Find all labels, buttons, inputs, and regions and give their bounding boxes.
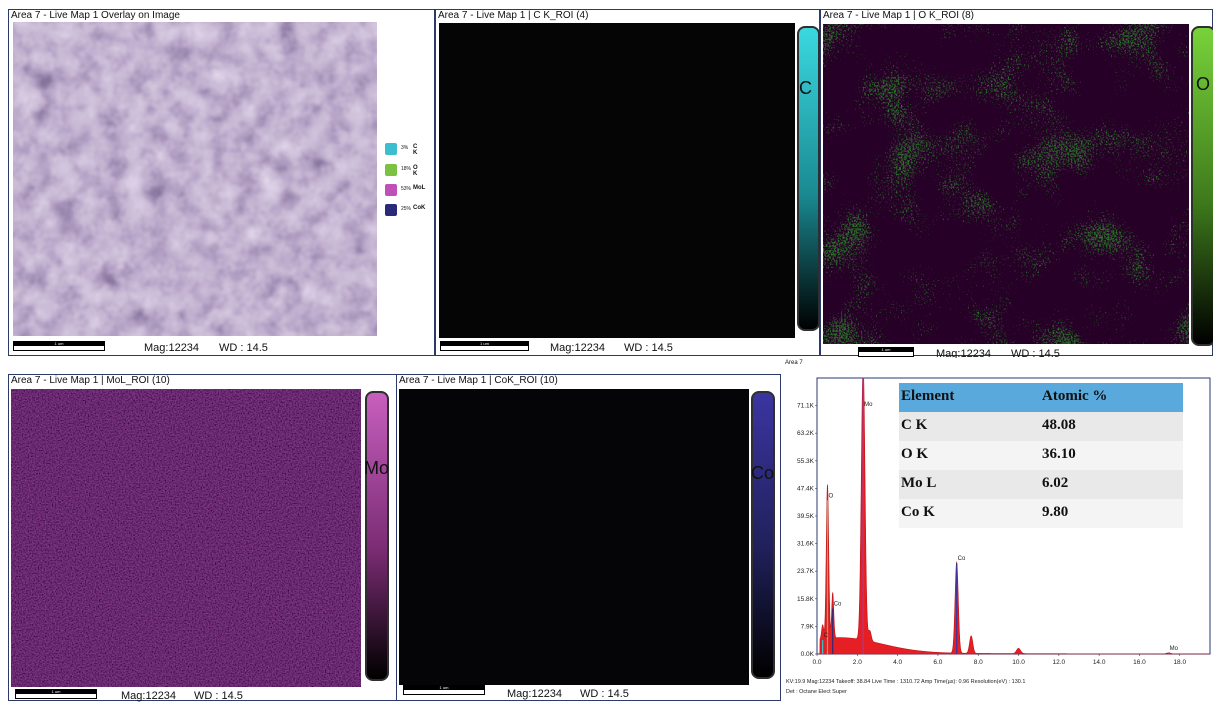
peak-label: Co <box>958 556 966 562</box>
legend-swatch <box>385 164 397 176</box>
composition-table: Element Atomic % C K 48.08 O K 36.10 Mo … <box>899 383 1183 533</box>
y-tick-label: 23.7K <box>797 568 815 575</box>
peak-label: Mo <box>1170 646 1179 652</box>
panel-title: Area 7 - Live Map 1 | CoK_ROI (10) <box>399 375 558 386</box>
co-colorbar <box>751 391 775 679</box>
panel-title: Area 7 - Live Map 1 | MoL_ROI (10) <box>11 375 170 386</box>
y-tick-label: 7.9K <box>801 623 815 630</box>
cell-element: Mo L <box>901 475 937 491</box>
acquisition-status: KV:19.9 Mag:12234 Takeoff: 38.84 Live Ti… <box>786 679 1026 685</box>
working-distance-label: WD : 14.5 <box>194 690 243 702</box>
y-tick-label: 39.5K <box>797 513 815 520</box>
peak-label: C <box>824 633 829 639</box>
y-tick-label: 15.8K <box>797 596 815 603</box>
cell-element: O K <box>901 446 929 462</box>
legend-element: MoL <box>413 185 426 191</box>
header-element: Element <box>901 388 955 404</box>
working-distance-label: WD : 14.5 <box>219 342 268 354</box>
y-tick-label: 71.1K <box>797 403 815 410</box>
table-row: C K 48.08 <box>899 412 1183 441</box>
cell-element: Co K <box>901 504 935 520</box>
x-tick-label: 4.0 <box>893 659 902 666</box>
spectrum-title: Area 7 <box>785 360 803 366</box>
header-atomic: Atomic % <box>1042 388 1108 404</box>
x-tick-label: 2.0 <box>853 659 862 666</box>
co-map-panel: Area 7 - Live Map 1 | CoK_ROI (10) Co 1 … <box>396 374 781 701</box>
o-colorbar <box>1191 26 1213 346</box>
x-tick-label: 0.0 <box>812 659 821 666</box>
cell-element: C K <box>901 417 928 433</box>
co-element-map <box>399 389 749 685</box>
mo-colorbar <box>365 391 389 681</box>
scale-bar: 1 um <box>440 341 529 351</box>
mo-map-panel: Area 7 - Live Map 1 | MoL_ROI (10) Mo 1 … <box>8 374 398 702</box>
x-tick-label: 14.0 <box>1093 659 1106 666</box>
legend-swatch <box>385 204 397 216</box>
c-colorbar <box>797 26 820 331</box>
peak-label: Co <box>834 602 842 608</box>
working-distance-label: WD : 14.5 <box>1011 348 1060 360</box>
scale-bar: 1 um <box>15 689 97 699</box>
y-tick-label: 47.4K <box>797 485 815 492</box>
magnification-label: Mag:12234 <box>936 348 992 360</box>
y-tick-label: 63.2K <box>797 430 815 437</box>
peak-label: Mo <box>864 402 873 408</box>
spectrum-panel: Area 7 0.0K 7.9K 15.8K 23.7K 31.6K 39.5K 47.4K… <box>783 358 1213 701</box>
legend-pct: 3% <box>401 145 409 151</box>
x-tick-label: 10.0 <box>1012 659 1025 666</box>
spectrum-fill <box>818 377 1211 655</box>
c-colorbar-label: C <box>799 78 812 98</box>
panel-title: Area 7 - Live Map 1 | C K_ROI (4) <box>438 10 589 21</box>
table-row: Co K 9.80 <box>899 499 1183 528</box>
panel-title: Area 7 - Live Map 1 Overlay on Image <box>11 10 180 21</box>
legend-pct: 53% <box>401 186 412 192</box>
scale-bar: 1 um <box>858 347 914 357</box>
cell-atomic: 36.10 <box>1042 446 1076 462</box>
cell-atomic: 6.02 <box>1042 475 1069 491</box>
scale-bar: 1 um <box>13 341 105 351</box>
overlay-legend: 3% C K 18% O K 53% MoL 25% CoK <box>385 143 433 223</box>
table-row: Mo L 6.02 <box>899 470 1183 499</box>
o-colorbar-label: O <box>1196 74 1211 94</box>
legend-element: O K <box>413 165 418 177</box>
x-tick-label: 18.0 <box>1173 659 1186 666</box>
legend-swatch <box>385 184 397 196</box>
overlay-image <box>13 22 377 336</box>
x-tick-label: 12.0 <box>1053 659 1066 666</box>
panel-title: Area 7 - Live Map 1 | O K_ROI (8) <box>823 10 974 21</box>
x-tick-label: 8.0 <box>974 659 983 666</box>
legend-pct: 25% <box>401 206 412 212</box>
table-row: O K 36.10 <box>899 441 1183 470</box>
magnification-label: Mag:12234 <box>550 342 606 354</box>
mo-element-map <box>11 389 361 687</box>
cell-atomic: 48.08 <box>1042 417 1076 433</box>
y-tick-label: 55.3K <box>797 458 815 465</box>
legend-swatch <box>385 143 397 155</box>
detector-status: Det : Octane Elect Super <box>786 689 847 695</box>
magnification-label: Mag:12234 <box>144 342 200 354</box>
x-tick-label: 16.0 <box>1133 659 1146 666</box>
working-distance-label: WD : 14.5 <box>580 688 629 700</box>
y-tick-label: 31.6K <box>797 541 815 548</box>
magnification-label: Mag:12234 <box>507 688 563 700</box>
c-element-map <box>439 23 795 338</box>
overlay-panel: Area 7 - Live Map 1 Overlay on Image 3% … <box>8 9 435 356</box>
legend-pct: 18% <box>401 166 412 172</box>
legend-element: C K <box>413 144 418 156</box>
magnification-label: Mag:12234 <box>121 690 177 702</box>
c-map-panel: Area 7 - Live Map 1 | C K_ROI (4) C 1 um… <box>435 9 820 356</box>
cell-atomic: 9.80 <box>1042 504 1069 520</box>
o-element-map <box>823 24 1189 344</box>
peak-label: O <box>828 493 833 499</box>
o-map-panel: Area 7 - Live Map 1 | O K_ROI (8) O 1 um… <box>820 9 1213 360</box>
co-colorbar-label: Co <box>751 463 775 483</box>
working-distance-label: WD : 14.5 <box>624 342 673 354</box>
scale-bar: 1 um <box>403 685 485 695</box>
x-tick-label: 6.0 <box>933 659 942 666</box>
legend-element: CoK <box>413 205 426 211</box>
y-tick-label: 0.0K <box>801 651 815 658</box>
mo-colorbar-label: Mo <box>364 458 390 478</box>
table-header: Element Atomic % <box>899 383 1183 412</box>
